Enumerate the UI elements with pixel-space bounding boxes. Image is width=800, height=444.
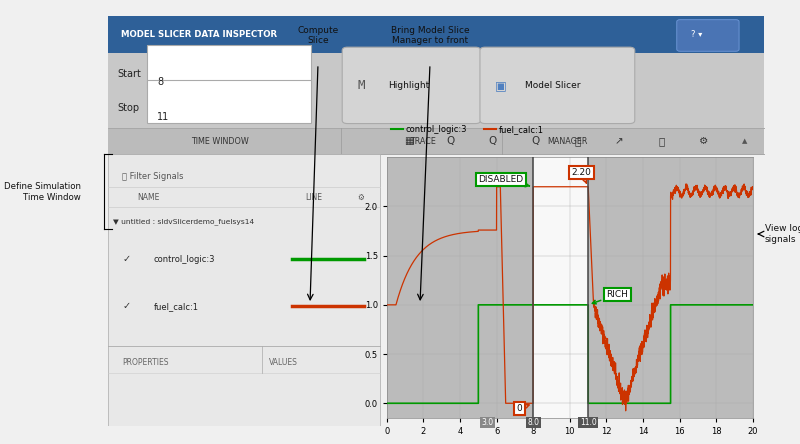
- Text: PROPERTIES: PROPERTIES: [122, 358, 169, 367]
- Text: fuel_calc:1: fuel_calc:1: [154, 302, 199, 311]
- Text: ⤢: ⤢: [574, 136, 580, 146]
- Text: 8: 8: [157, 77, 163, 87]
- Bar: [108, 16, 764, 53]
- Text: Highlight: Highlight: [388, 81, 430, 90]
- Text: ? ▾: ? ▾: [690, 30, 702, 39]
- Bar: [108, 128, 764, 155]
- Text: 📷: 📷: [658, 136, 665, 146]
- Text: RICH: RICH: [592, 290, 628, 304]
- Text: NAME: NAME: [138, 193, 160, 202]
- FancyBboxPatch shape: [677, 20, 739, 51]
- Text: 2.20: 2.20: [572, 168, 591, 183]
- Text: Q: Q: [489, 136, 497, 146]
- Text: DISABLED: DISABLED: [478, 175, 530, 187]
- Text: LINE: LINE: [305, 193, 322, 202]
- Text: ✓: ✓: [122, 254, 130, 264]
- Text: ⚙: ⚙: [358, 193, 364, 202]
- Text: MODEL SLICER DATA INSPECTOR: MODEL SLICER DATA INSPECTOR: [121, 30, 278, 39]
- Text: Stop: Stop: [118, 103, 140, 113]
- Text: Model Slicer: Model Slicer: [525, 81, 580, 90]
- Text: ⚙: ⚙: [699, 136, 708, 146]
- FancyBboxPatch shape: [147, 44, 311, 88]
- Text: VALUES: VALUES: [269, 358, 298, 367]
- Text: ▦: ▦: [404, 136, 414, 146]
- FancyBboxPatch shape: [147, 80, 311, 123]
- Text: 11.0: 11.0: [580, 418, 597, 427]
- Text: control_logic:3: control_logic:3: [154, 254, 215, 264]
- Text: ⌕ Filter Signals: ⌕ Filter Signals: [122, 172, 184, 182]
- Text: 8.0: 8.0: [527, 418, 539, 427]
- Text: Compute
Slice: Compute Slice: [298, 26, 338, 45]
- Text: View logged
signals: View logged signals: [765, 224, 800, 244]
- Text: 3.0: 3.0: [482, 418, 494, 427]
- Bar: [534, 157, 588, 418]
- Text: TRACE: TRACE: [410, 137, 436, 146]
- Text: ▲: ▲: [742, 139, 747, 144]
- Text: TIME WINDOW: TIME WINDOW: [190, 137, 248, 146]
- Text: ✓: ✓: [122, 301, 130, 311]
- Text: Start: Start: [118, 69, 142, 79]
- Bar: [108, 155, 380, 426]
- Text: ▼ untitled : sldvSlicerdemo_fuelsys14: ▼ untitled : sldvSlicerdemo_fuelsys14: [114, 219, 254, 226]
- Text: Q: Q: [531, 136, 539, 146]
- Text: 11: 11: [157, 112, 170, 122]
- Text: 0: 0: [517, 404, 529, 413]
- Text: Q: Q: [446, 136, 455, 146]
- FancyBboxPatch shape: [342, 47, 481, 123]
- FancyBboxPatch shape: [480, 47, 634, 123]
- Legend: control_logic:3, fuel_calc:1: control_logic:3, fuel_calc:1: [391, 125, 544, 134]
- Text: MANAGER: MANAGER: [547, 137, 587, 146]
- Text: ↗: ↗: [615, 136, 624, 146]
- Text: Bring Model Slice
Manager to front: Bring Model Slice Manager to front: [390, 26, 470, 45]
- Bar: [108, 53, 764, 128]
- Text: Define Simulation
Time Window: Define Simulation Time Window: [4, 182, 81, 202]
- Text: M: M: [358, 79, 365, 92]
- Text: ▣: ▣: [495, 79, 506, 92]
